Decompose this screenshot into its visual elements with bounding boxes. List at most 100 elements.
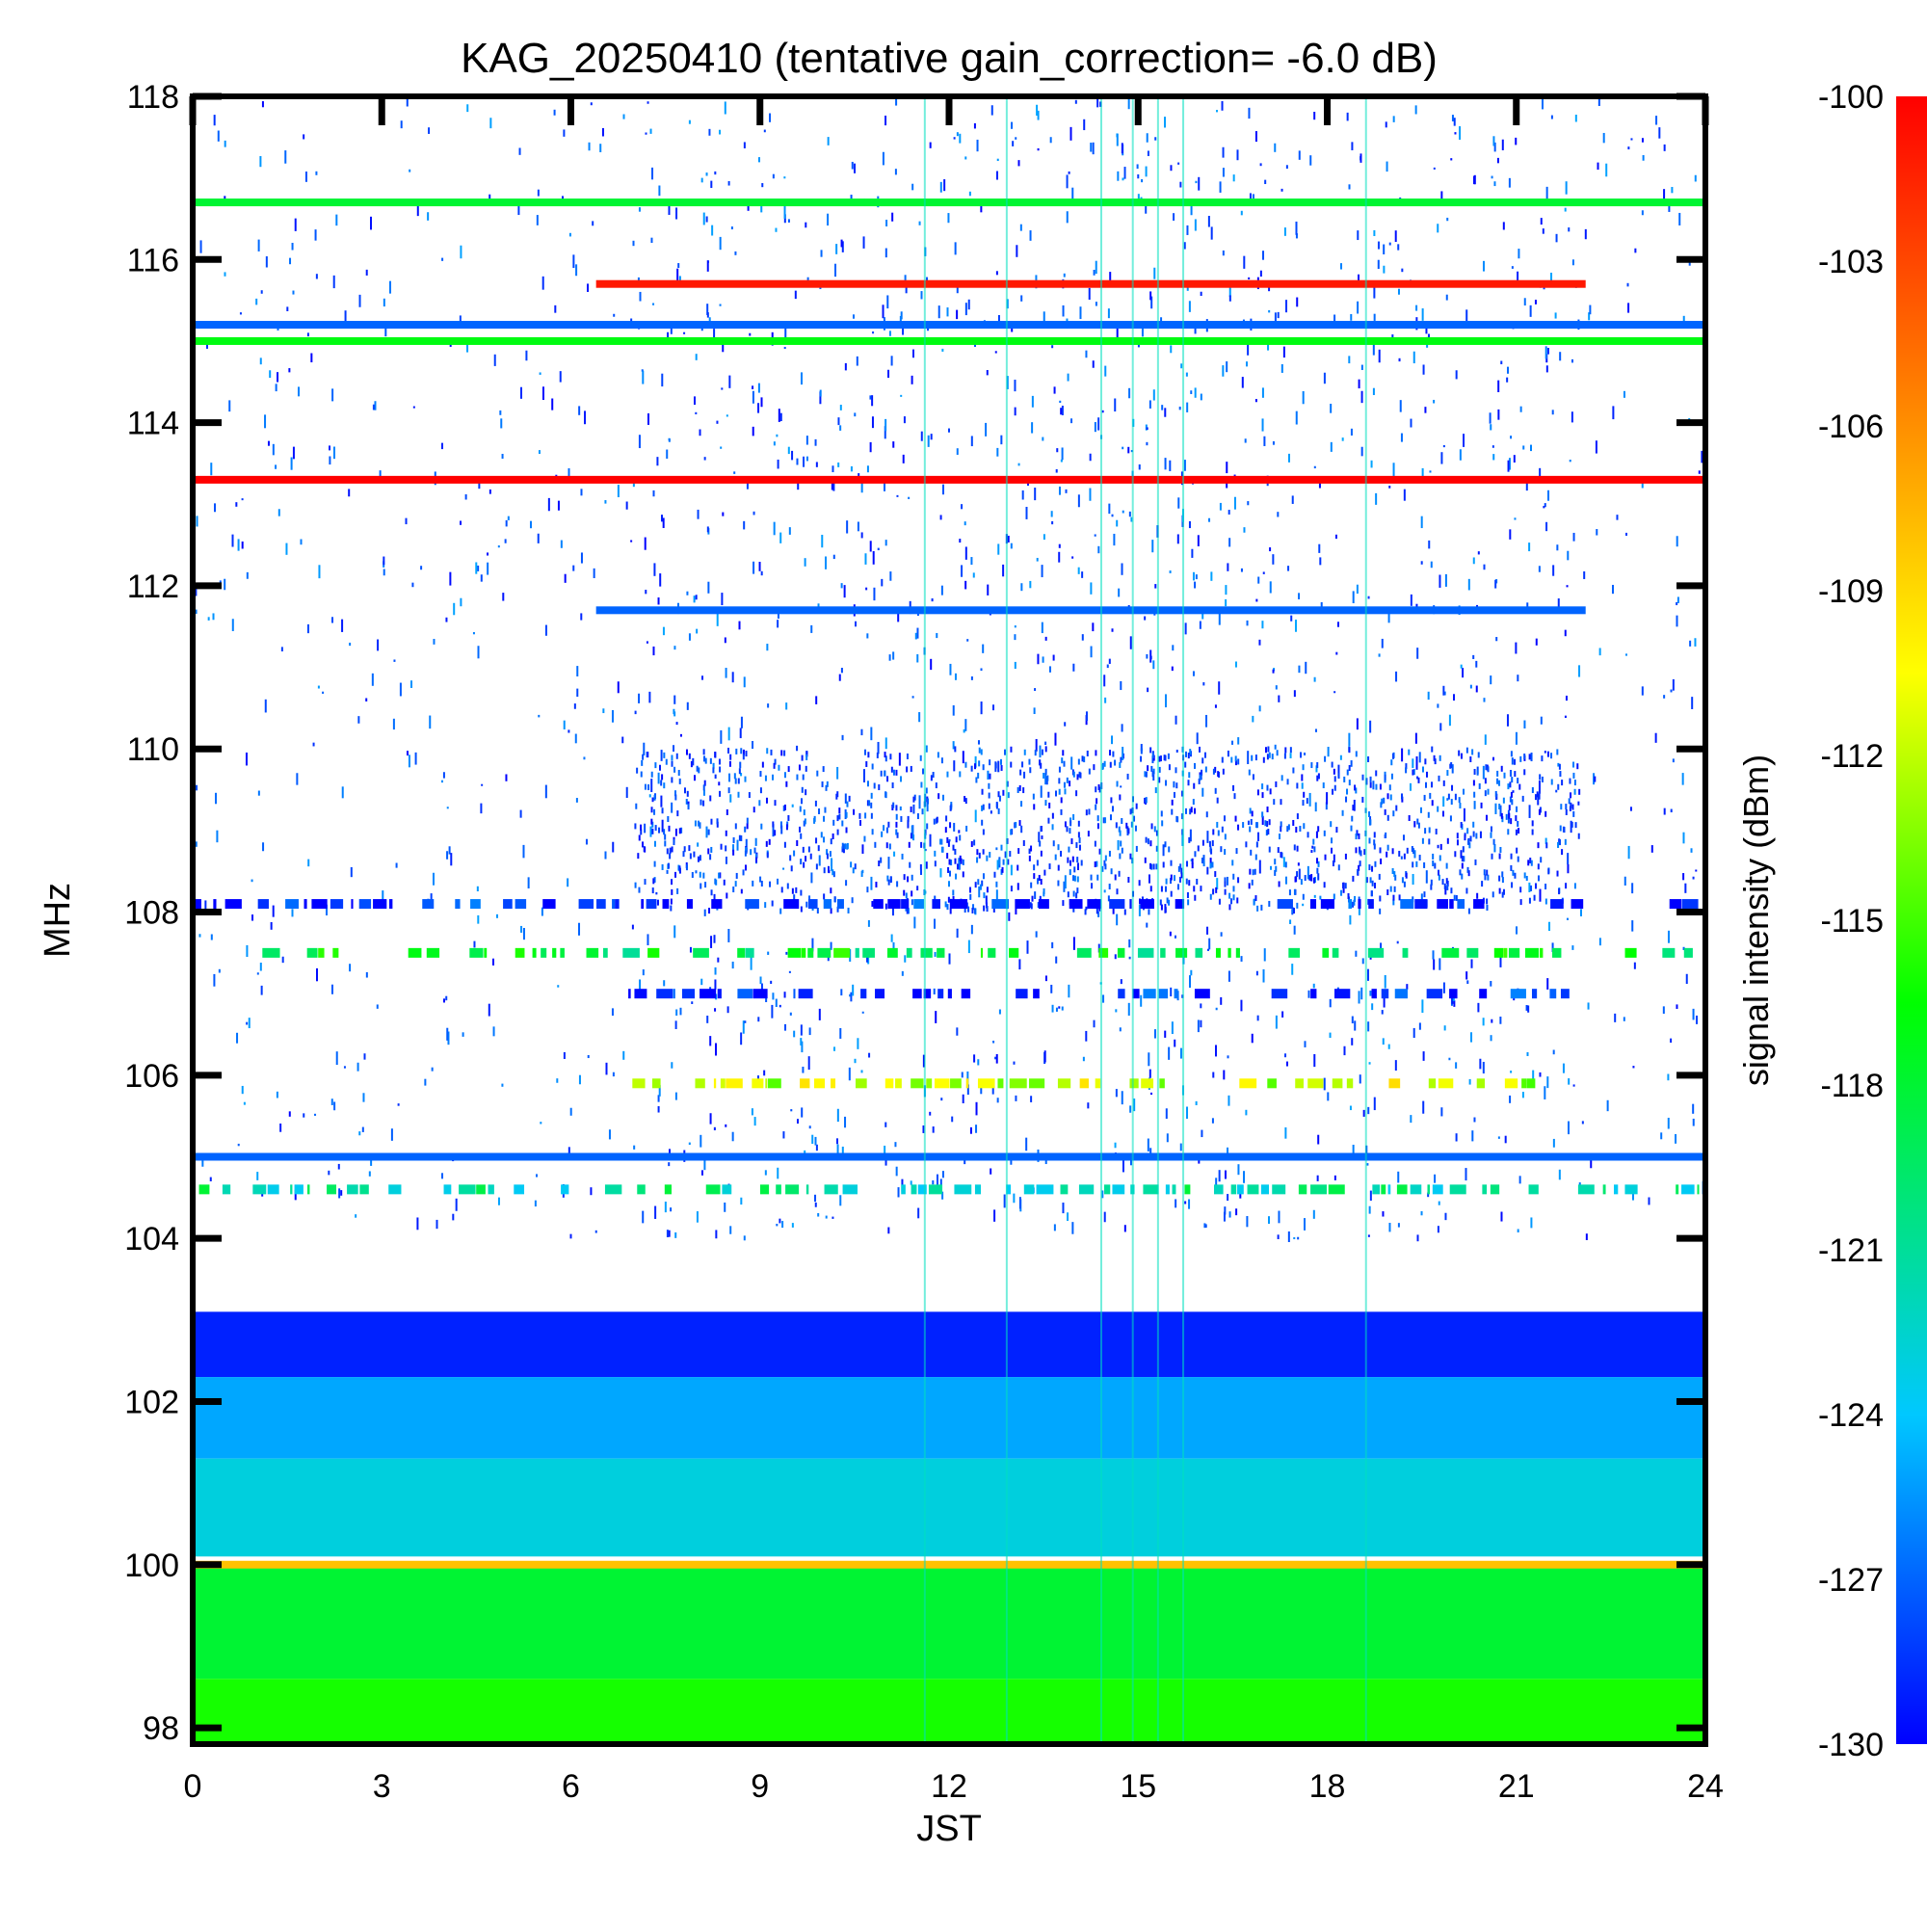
noise-mark [884, 418, 887, 432]
noise-mark [1243, 255, 1246, 269]
colorbar-tick-label: -115 [1820, 903, 1884, 940]
noise-mark [1519, 755, 1522, 762]
noise-mark [884, 737, 887, 750]
noise-mark [1438, 874, 1440, 881]
noise-mark [884, 426, 886, 439]
noise-mark [1128, 956, 1131, 960]
noise-mark [1434, 862, 1437, 869]
noise-mark [1512, 869, 1515, 876]
noise-mark [1037, 878, 1040, 885]
noise-mark [1691, 697, 1694, 709]
noise-mark [1041, 835, 1043, 839]
noise-mark [1557, 762, 1560, 767]
noise-mark [691, 871, 694, 878]
noise-mark [729, 754, 732, 760]
noise-mark [1316, 775, 1319, 781]
noise-mark [1380, 802, 1383, 808]
noise-mark [930, 434, 933, 440]
noise-mark [569, 1233, 572, 1239]
noise-mark [1415, 304, 1418, 311]
emission-segment [469, 947, 484, 958]
noise-mark [1224, 1170, 1227, 1179]
noise-mark [1036, 557, 1039, 562]
noise-mark [1171, 666, 1174, 672]
noise-mark [1247, 501, 1250, 506]
noise-mark [1160, 810, 1163, 817]
noise-mark [814, 438, 817, 446]
noise-mark [678, 276, 681, 282]
noise-mark [1224, 1206, 1227, 1215]
noise-mark [832, 481, 835, 491]
noise-mark [884, 752, 886, 758]
noise-mark [1528, 543, 1531, 552]
noise-mark [1071, 187, 1074, 201]
emission-segment [628, 989, 631, 999]
noise-mark [1312, 983, 1315, 989]
noise-mark [292, 290, 295, 295]
noise-mark [1340, 889, 1343, 896]
noise-mark [988, 803, 990, 809]
noise-mark [962, 871, 964, 878]
noise-mark [1453, 118, 1456, 126]
noise-mark [362, 1093, 365, 1102]
noise-mark [808, 1125, 811, 1129]
noise-mark [895, 821, 898, 828]
noise-mark [1086, 750, 1089, 756]
noise-mark [1556, 870, 1559, 877]
noise-mark [1314, 802, 1317, 812]
emission-line [193, 475, 1705, 484]
noise-mark [836, 815, 839, 822]
noise-mark [1421, 999, 1424, 1014]
noise-mark [844, 1116, 847, 1128]
noise-mark [1113, 533, 1116, 546]
noise-mark [1348, 764, 1351, 771]
noise-mark [1359, 850, 1362, 857]
noise-mark [1147, 687, 1149, 693]
noise-mark [867, 920, 870, 927]
emission-segment [1159, 1078, 1165, 1089]
noise-mark [207, 617, 210, 621]
noise-mark [1020, 583, 1023, 592]
noise-mark [424, 1078, 427, 1086]
noise-mark [1259, 270, 1262, 278]
noise-mark [1529, 304, 1532, 317]
emission-segment [1175, 947, 1188, 958]
noise-mark [666, 1230, 669, 1238]
noise-mark [1518, 249, 1520, 259]
noise-mark [889, 571, 892, 581]
noise-mark [827, 137, 830, 146]
noise-mark [537, 189, 540, 197]
noise-mark [1085, 1030, 1088, 1042]
noise-mark [1510, 751, 1513, 757]
noise-mark [1630, 138, 1633, 141]
noise-mark [285, 543, 288, 555]
noise-mark [1380, 858, 1383, 864]
noise-mark [773, 521, 776, 536]
noise-mark [594, 1230, 597, 1233]
noise-mark [716, 818, 719, 825]
noise-mark [940, 1098, 943, 1101]
noise-mark [649, 826, 652, 837]
noise-mark [1676, 1004, 1678, 1009]
noise-mark [691, 1001, 694, 1004]
noise-mark [365, 269, 368, 276]
noise-mark [1051, 941, 1054, 949]
emission-segment [1237, 1184, 1244, 1195]
noise-mark [578, 1074, 581, 1085]
emission-segment [1009, 947, 1019, 958]
noise-mark [796, 745, 799, 752]
noise-mark [292, 446, 295, 460]
noise-mark [1044, 741, 1047, 746]
noise-mark [913, 794, 916, 801]
noise-mark [1421, 467, 1424, 481]
noise-mark [714, 752, 717, 758]
noise-mark [1692, 876, 1695, 880]
emission-segment [950, 1078, 962, 1089]
noise-mark [1138, 904, 1141, 916]
noise-mark [933, 818, 936, 825]
noise-mark [995, 881, 998, 887]
noise-mark [1641, 481, 1644, 489]
noise-mark [1419, 807, 1422, 813]
noise-mark [538, 714, 541, 718]
noise-mark [1248, 769, 1251, 776]
